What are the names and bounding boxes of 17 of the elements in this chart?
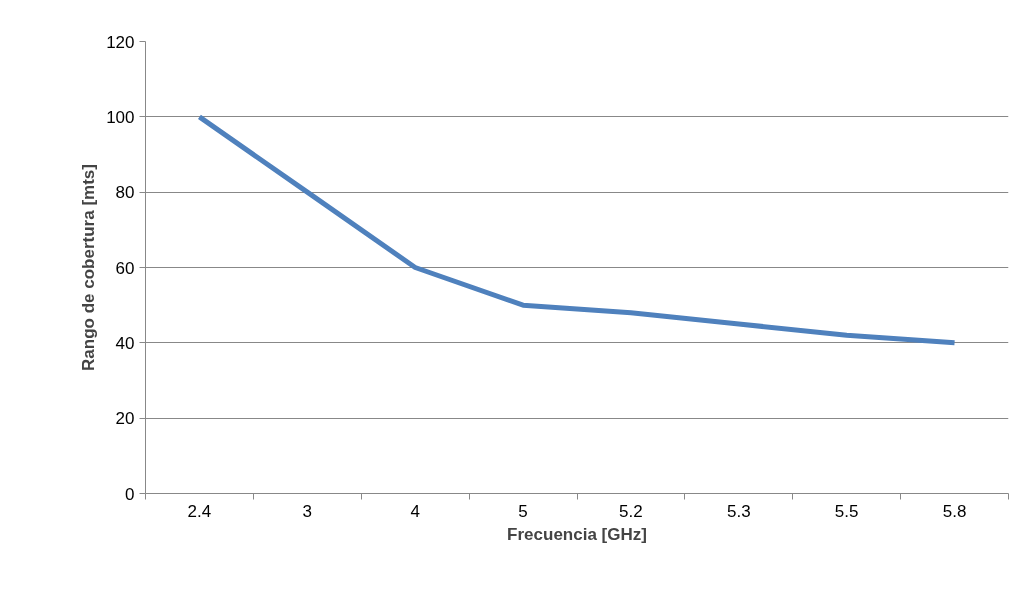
y-axis-title: Rango de cobertura [mts] <box>79 164 99 371</box>
y-tick-label: 120 <box>106 32 135 52</box>
x-tick-label: 5.3 <box>727 501 751 521</box>
x-axis-title: Frecuencia [GHz] <box>507 524 647 544</box>
x-tick-label: 5 <box>518 501 528 521</box>
y-tick-label: 0 <box>125 484 135 504</box>
x-tick-label: 5.2 <box>619 501 643 521</box>
y-tick-label: 20 <box>115 409 135 429</box>
y-tick-label: 60 <box>115 258 135 278</box>
x-tick-label: 2.4 <box>187 501 212 521</box>
y-tick-label: 100 <box>106 107 135 127</box>
x-tick-label: 4 <box>410 501 420 521</box>
x-tick-label: 5.5 <box>834 501 859 521</box>
x-tick-label: 3 <box>302 501 313 521</box>
x-tick-label: 5.8 <box>942 501 967 521</box>
y-tick-label: 80 <box>115 183 135 203</box>
y-tick-label: 40 <box>115 333 135 353</box>
